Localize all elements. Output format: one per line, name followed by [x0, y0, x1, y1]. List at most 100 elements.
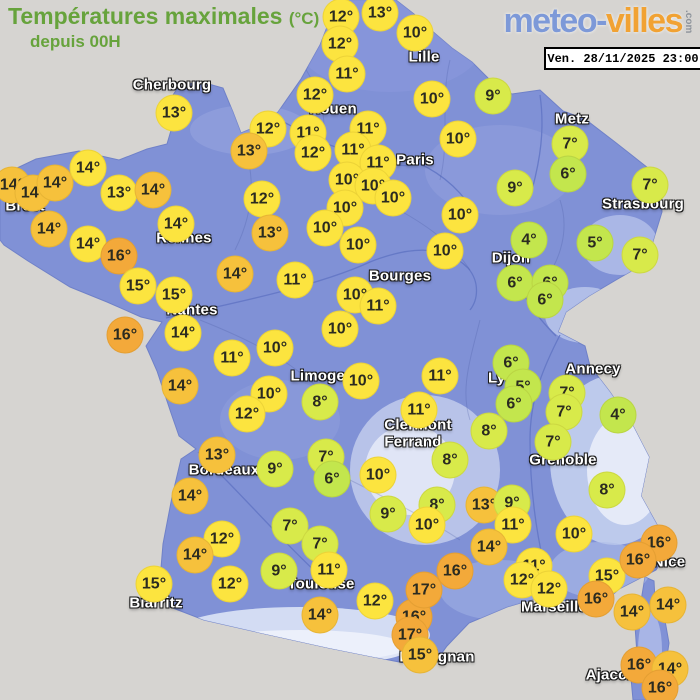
temp-marker: 10°: [413, 80, 451, 118]
temp-marker: 16°: [577, 580, 615, 618]
temp-marker: 10°: [339, 226, 377, 264]
page-title: Températures maximales (°C): [8, 3, 319, 30]
temp-marker: 14°: [613, 593, 651, 631]
city-label-cherbourg: Cherbourg: [132, 76, 212, 94]
datetime-banner: Ven. 28/11/2025 23:00: [544, 47, 700, 70]
temp-marker: 7°: [631, 166, 669, 204]
temp-marker: 7°: [621, 236, 659, 274]
temp-marker: 15°: [401, 636, 439, 674]
temp-marker: 7°: [271, 507, 309, 545]
temp-marker: 10°: [359, 456, 397, 494]
temp-marker: 13°: [251, 214, 289, 252]
temp-marker: 6°: [526, 281, 564, 319]
temp-marker: 8°: [301, 383, 339, 421]
temp-marker: 10°: [306, 209, 344, 247]
temp-marker: 10°: [408, 506, 446, 544]
temp-marker: 4°: [510, 221, 548, 259]
temp-marker: 16°: [436, 552, 474, 590]
city-label-lille: Lille: [408, 48, 440, 66]
temp-marker: 12°: [294, 134, 332, 172]
temp-marker: 13°: [100, 174, 138, 212]
temp-marker: 9°: [474, 77, 512, 115]
temp-marker: 17°: [405, 571, 443, 609]
temp-marker: 11°: [310, 551, 348, 589]
temp-marker: 8°: [431, 441, 469, 479]
temp-marker: 13°: [155, 94, 193, 132]
logo-text-villes: villes: [605, 2, 684, 40]
temp-marker: 15°: [135, 565, 173, 603]
city-label-annecy: Annecy: [565, 360, 621, 378]
temp-marker: 8°: [588, 471, 626, 509]
temp-marker: 8°: [470, 412, 508, 450]
temp-marker: 6°: [495, 385, 533, 423]
city-label-ferrand: Ferrand: [384, 433, 442, 451]
temp-marker: 13°: [198, 436, 236, 474]
temp-marker: 14°: [161, 367, 199, 405]
temp-marker: 12°: [249, 110, 287, 148]
temp-marker: 14°: [69, 149, 107, 187]
temp-marker: 10°: [439, 120, 477, 158]
temp-marker: 13°: [361, 0, 399, 32]
temp-marker: 10°: [342, 362, 380, 400]
temp-marker: 11°: [421, 357, 459, 395]
temp-marker: 14°: [470, 528, 508, 566]
temp-marker: 16°: [641, 669, 679, 700]
temp-marker: 6°: [549, 155, 587, 193]
temp-marker: 14°: [301, 596, 339, 634]
city-label-limoges: Limoges: [290, 367, 354, 385]
temp-marker: 14°: [134, 171, 172, 209]
temp-marker: 11°: [328, 55, 366, 93]
map-title-block: Températures maximales (°C) depuis 00H: [8, 3, 319, 52]
temp-marker: 10°: [441, 196, 479, 234]
temp-marker: 10°: [374, 179, 412, 217]
temp-marker: 7°: [534, 423, 572, 461]
meteo-villes-logo[interactable]: meteo-villes .com: [503, 2, 694, 41]
temp-marker: 12°: [530, 570, 568, 608]
temp-marker: 16°: [619, 541, 657, 579]
temp-marker: 12°: [211, 565, 249, 603]
temp-marker: 11°: [359, 287, 397, 325]
temp-marker: 15°: [155, 276, 193, 314]
temp-marker: 14°: [69, 225, 107, 263]
temp-marker: 16°: [106, 316, 144, 354]
city-label-metz: Metz: [554, 110, 590, 128]
temp-marker: 14°: [30, 210, 68, 248]
temp-marker: 11°: [400, 391, 438, 429]
temp-marker: 10°: [555, 515, 593, 553]
temp-marker: 11°: [276, 261, 314, 299]
temp-marker: 12°: [356, 582, 394, 620]
temp-marker: 10°: [326, 189, 364, 227]
temp-marker: 12°: [203, 520, 241, 558]
city-label-strasbourg: Strasbourg: [601, 195, 685, 213]
temp-marker: 12°: [243, 180, 281, 218]
temp-marker: 14°: [176, 536, 214, 574]
temp-marker: 10°: [256, 329, 294, 367]
temp-marker: 9°: [496, 169, 534, 207]
title-subtitle: depuis 00H: [30, 32, 121, 51]
logo-text-meteo: meteo-: [503, 2, 607, 40]
temp-marker: 6°: [313, 460, 351, 498]
temp-marker: 5°: [576, 224, 614, 262]
temp-marker: 14°: [216, 255, 254, 293]
logo-tld: .com: [683, 10, 694, 34]
temp-marker: 7°: [551, 125, 589, 163]
temp-marker: 11°: [213, 339, 251, 377]
temp-marker: 12°: [228, 395, 266, 433]
title-text: Températures maximales: [8, 3, 283, 29]
temp-marker: 14°: [171, 477, 209, 515]
temp-marker: 14°: [649, 586, 687, 624]
temp-marker: 9°: [256, 450, 294, 488]
temp-marker: 14°: [36, 164, 74, 202]
city-label-paris: Paris: [396, 151, 434, 169]
temp-marker: 15°: [119, 267, 157, 305]
temp-marker: 6°: [496, 264, 534, 302]
temp-marker: 14°: [157, 205, 195, 243]
temp-marker: 10°: [426, 232, 464, 270]
temp-marker: 4°: [599, 396, 637, 434]
temp-marker: 9°: [260, 552, 298, 590]
temp-marker: 13°: [230, 132, 268, 170]
temp-marker: 10°: [396, 14, 434, 52]
temp-marker: 14°: [164, 314, 202, 352]
temp-marker: 12°: [296, 76, 334, 114]
